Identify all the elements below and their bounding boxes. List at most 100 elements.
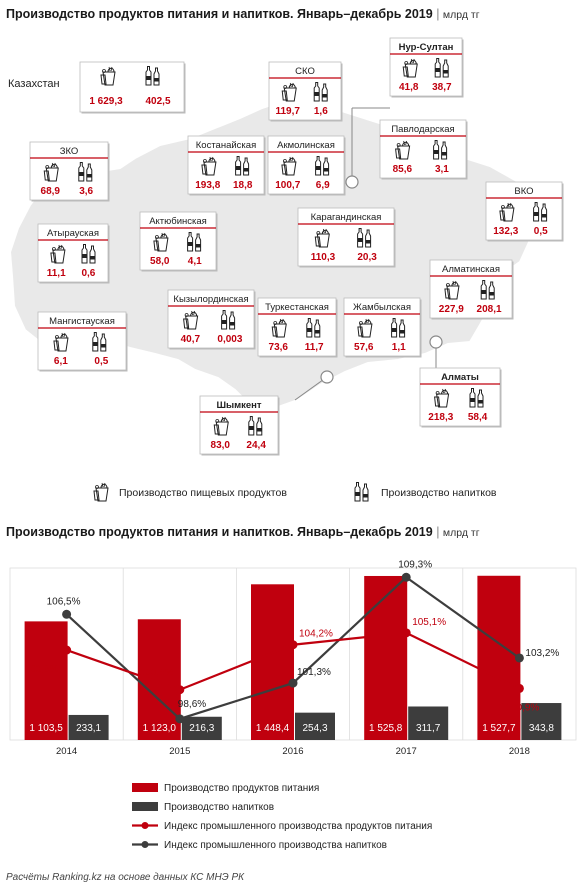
drinks-value: 3,6 [79,186,93,197]
line-label-food-2017: 105,1% [412,617,446,628]
bar-food-2016 [251,584,294,740]
region-box-жамбылская: Жамбылская 57,6 1,1 [343,297,422,358]
region-box-алматы: Алматы 218,3 58,4 [419,367,502,428]
line-label-food-2018: 100,9% [505,702,539,713]
chart-title: Производство продуктов питания и напитко… [6,525,480,539]
chart-bars: 1 103,5 233,1 1 123,0 216,3 1 448,4 254,3 1 52… [24,575,562,740]
region-box-ско: СКО 119,7 1,6 [268,61,343,122]
line-point-food-2017 [401,628,411,638]
legend-food-icon [93,482,109,502]
region-name: Туркестанская [265,302,329,313]
food-value: 11,1 [47,268,66,279]
drinks-value: 1,1 [392,342,406,353]
drinks-value: 38,7 [432,82,452,93]
line-label-drinks-2017: 109,3% [398,559,432,570]
region-map: Казахстан Нур-Султан 41,8 38,7 СКО 119,7 1,6 П… [8,37,564,502]
food-value: 132,3 [493,226,518,237]
map-title-separator: | [436,7,443,21]
food-value: 100,7 [275,180,300,191]
line-point-food-2016 [288,640,298,650]
region-name: Жамбылская [353,302,411,313]
kazakhstan-total-box: 1 629,3 402,5 [79,61,186,114]
food-value: 68,9 [41,186,61,197]
food-value: 193,8 [195,180,220,191]
region-name: Мангистауская [49,316,115,327]
region-box-акмолинская: Акмолинская 100,7 6,9 [267,135,346,196]
almaty-marker [429,335,443,349]
bar-drinks-label-2017: 311,7 [416,723,441,734]
line-point-drinks-2014 [62,609,72,619]
drinks-value: 11,7 [305,342,324,353]
map-legend: Производство пищевых продуктов Производс… [93,482,497,502]
region-name: Кызылординская [173,294,248,305]
region-boxes: Нур-Султан 41,8 38,7 СКО 119,7 1,6 Павлодарска… [29,37,564,456]
chart-legend: Производство продуктов питания Производст… [132,783,432,851]
region-box-зко: ЗКО 68,9 3,6 [29,141,110,202]
legend-food-label: Производство пищевых продуктов [119,487,287,499]
food-value: 218,3 [428,412,453,423]
food-value: 40,7 [181,334,201,345]
bar-food-2017 [364,575,408,740]
legend-drinks-label: Производство напитков [381,487,497,499]
line-label-food-2014: 103,8% [25,664,59,675]
region-name: ВКО [514,186,533,197]
region-name: Нур-Султан [399,42,454,53]
region-name: Актюбинская [149,216,207,227]
map-title-text: Производство продуктов питания и напитко… [6,7,433,21]
map-unit: млрд тг [442,9,480,21]
nur-sultan-marker [345,175,359,189]
region-box-костанайская: Костанайская 193,8 18,8 [187,135,266,196]
bar-drinks-label-2016: 254,3 [302,723,327,734]
bar-drinks-label-2018: 343,8 [529,723,554,734]
region-box-туркестанская: Туркестанская 73,6 11,7 [257,297,338,358]
bar-food-label-2015: 1 123,0 [143,723,177,734]
region-box-кызылординская: Кызылординская 40,7 0,003 [167,289,256,350]
food-value: 1 629,3 [89,96,123,107]
region-box-алматинская: Алматинская 227,9 208,1 [429,259,514,320]
region-name: СКО [295,66,315,77]
bar-food-2015 [137,619,181,740]
x-axis-ticks: 2014 2015 2016 2017 2018 [56,746,530,757]
drinks-value: 4,1 [188,256,202,267]
drinks-value: 0,5 [534,226,548,237]
food-value: 6,1 [54,356,68,367]
line-point-drinks-2017 [401,572,411,582]
region-name: Алматинская [442,264,500,275]
line-point-food-2014 [62,645,72,655]
bar-food-label-2017: 1 525,8 [369,723,403,734]
x-tick-2017: 2017 [396,746,417,757]
bar-drinks-2015 [181,716,222,740]
drinks-value: 58,4 [468,412,488,423]
source-note: Расчёты Ranking.kz на основе данных КС М… [6,872,245,883]
region-name: Павлодарская [391,124,454,135]
drinks-value: 3,1 [435,164,449,175]
region-box-шымкент: Шымкент 83,0 24,4 [199,395,280,456]
bar-drinks-2018 [521,703,562,740]
x-tick-2014: 2014 [56,746,77,757]
legend-label-3: Индекс промышленного производства напитк… [164,840,387,851]
x-tick-2016: 2016 [282,746,303,757]
line-point-drinks-2018 [514,653,524,663]
drinks-value: 0,6 [81,268,95,279]
line-label-food-2016: 104,2% [299,629,333,640]
region-name: Алматы [441,372,479,383]
drinks-value: 0,003 [217,334,242,345]
map-title: Производство продуктов питания и напитко… [6,7,480,21]
food-value: 41,8 [399,82,419,93]
line-label-drinks-2015: 98,6% [178,699,206,710]
line-point-food-2015 [175,685,185,695]
legend-swatch-1 [132,802,158,811]
region-name: Акмолинская [277,140,335,151]
region-box-вко: ВКО 132,3 0,5 [485,181,564,242]
region-box-павлодарская: Павлодарская 85,6 3,1 [379,119,468,180]
region-box-мангистауская: Мангистауская 6,1 0,5 [37,311,128,372]
region-box-актюбинская: Актюбинская 58,0 4,1 [139,211,218,272]
drinks-value: 6,9 [316,180,330,191]
region-box-атырауская: Атырауская 11,1 0,6 [37,223,110,284]
legend-label-2: Индекс промышленного производства продук… [164,821,432,832]
drinks-value: 20,3 [357,252,377,263]
line-label-drinks-2018: 103,2% [525,648,559,659]
bar-drinks-2017 [408,706,449,740]
drinks-value: 24,4 [246,440,266,451]
bar-drinks-label-2014: 233,1 [76,723,101,734]
